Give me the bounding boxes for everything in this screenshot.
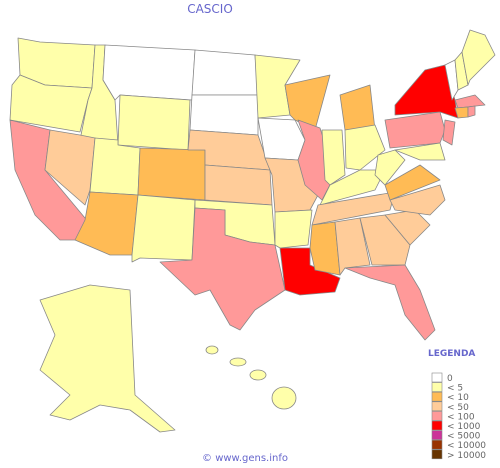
state	[309, 221, 341, 276]
state	[89, 137, 141, 196]
footer: © www.gens.info	[202, 453, 288, 464]
state	[454, 94, 486, 109]
legend-label: < 50	[447, 403, 469, 413]
legend-label: > 10000	[447, 451, 486, 461]
state	[189, 94, 259, 136]
legend-swatch	[431, 430, 443, 440]
state	[191, 49, 259, 96]
state	[229, 357, 247, 367]
state	[389, 184, 446, 216]
state	[311, 191, 396, 226]
legend-label: < 10	[447, 393, 469, 403]
state	[39, 284, 176, 433]
legend-label: 0	[447, 374, 453, 384]
state	[257, 117, 306, 161]
state	[339, 84, 376, 131]
state	[274, 209, 313, 249]
states	[9, 29, 496, 433]
state	[374, 149, 406, 186]
legend-swatch	[431, 420, 443, 431]
state	[131, 194, 196, 263]
state	[321, 129, 346, 186]
state	[461, 29, 496, 86]
legend-label: < 10000	[447, 441, 486, 451]
state	[205, 345, 219, 355]
state	[279, 247, 341, 296]
state	[467, 105, 476, 118]
legend-swatch	[431, 449, 443, 460]
legend-swatch	[431, 439, 443, 450]
state	[334, 217, 371, 276]
legend-swatch	[431, 372, 443, 383]
legend: 0< 5< 10< 50< 100< 1000< 5000< 10000> 10…	[431, 372, 486, 461]
state	[394, 142, 446, 161]
legend-label: < 5000	[447, 432, 481, 442]
legend-swatch	[431, 411, 443, 421]
state	[117, 94, 191, 151]
state	[442, 119, 456, 146]
state	[384, 164, 441, 201]
state	[159, 207, 286, 331]
state	[344, 124, 386, 171]
legend-label: < 1000	[447, 422, 481, 432]
state	[249, 369, 267, 381]
state	[344, 264, 436, 341]
legend-swatch	[431, 382, 443, 392]
legend-swatch	[431, 391, 443, 402]
legend-label: < 5	[447, 384, 463, 394]
map-title: CASCIO	[187, 2, 233, 16]
state	[359, 214, 411, 266]
state	[102, 44, 196, 101]
state	[271, 386, 297, 410]
state	[384, 111, 446, 149]
state	[137, 147, 206, 201]
legend-title: LEGENDA	[428, 349, 475, 359]
legend-label: < 100	[447, 412, 475, 422]
state	[204, 164, 273, 206]
legend-swatch	[431, 401, 443, 412]
